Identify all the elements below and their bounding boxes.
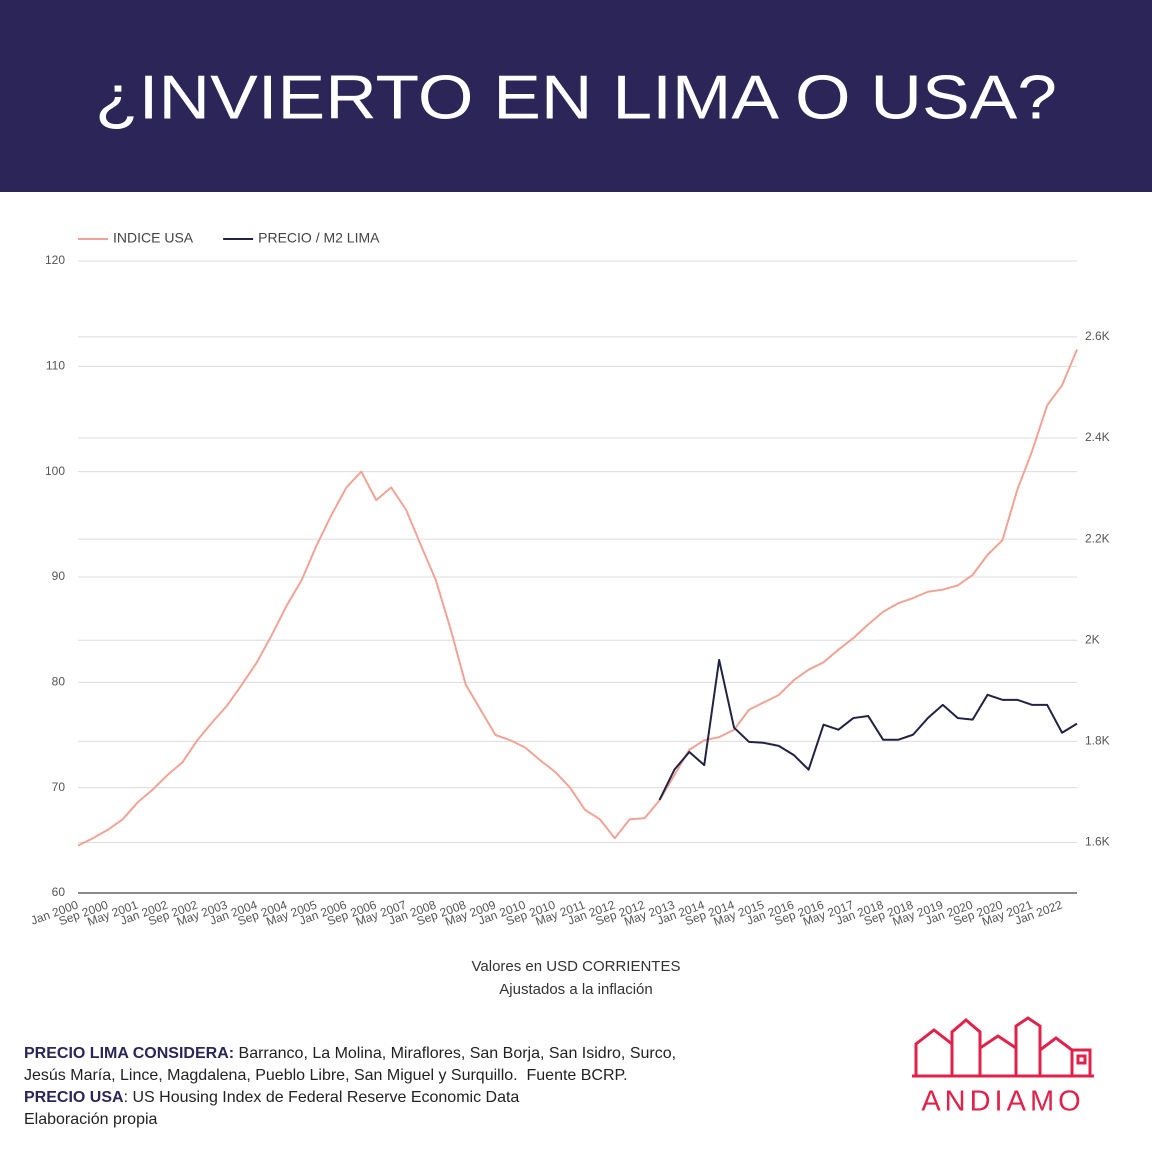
y-tick-label: 70 [52, 780, 66, 794]
note-line: PRECIO USA: US Housing Index de Federal … [24, 1089, 519, 1106]
note-text: Barranco, La Molina, Miraflores, San Bor… [234, 1045, 676, 1062]
y-tick-label: 80 [52, 675, 66, 689]
caption: Ajustados a la inflación [499, 981, 652, 998]
legend-label: PRECIO / M2 LIMA [258, 230, 380, 246]
y2-tick-label: 2.4K [1085, 430, 1110, 444]
chart-title: ¿INVIERTO EN LIMA O USA? [95, 63, 1057, 132]
header-band [0, 0, 1152, 192]
logo-text: ANDIAMO [921, 1086, 1084, 1118]
legend-label: INDICE USA [113, 230, 194, 246]
y-tick-label: 120 [45, 253, 65, 267]
caption: Valores en USD CORRIENTES [472, 958, 681, 975]
note-text: : US Housing Index de Federal Reserve Ec… [124, 1089, 520, 1106]
series-line [658, 658, 1078, 801]
y-tick-label: 90 [52, 569, 66, 583]
note-bold: PRECIO LIMA CONSIDERA: [24, 1045, 234, 1062]
note-line: Elaboración propia [24, 1111, 158, 1128]
logo-buildings [912, 1016, 1094, 1078]
note-text: Jesús María, Lince, Magdalena, Pueblo Li… [24, 1067, 628, 1084]
y2-tick-label: 2K [1085, 632, 1100, 646]
y2-tick-label: 1.8K [1085, 733, 1110, 747]
y2-tick-label: 2.6K [1085, 329, 1110, 343]
note-line: Jesús María, Lince, Magdalena, Pueblo Li… [24, 1067, 628, 1084]
y2-tick-label: 2.2K [1085, 531, 1110, 545]
logo-window [1076, 1054, 1087, 1065]
note-bold: PRECIO USA [24, 1089, 124, 1106]
y2-tick-label: 1.6K [1085, 835, 1110, 849]
note-line: PRECIO LIMA CONSIDERA: Barranco, La Moli… [24, 1045, 676, 1062]
y-tick-label: 110 [46, 359, 65, 373]
y-tick-label: 60 [52, 885, 66, 899]
note-text: Elaboración propia [24, 1111, 158, 1128]
series-line [77, 349, 1078, 847]
logo-icon [912, 1016, 1094, 1078]
y-tick-label: 100 [45, 464, 65, 478]
